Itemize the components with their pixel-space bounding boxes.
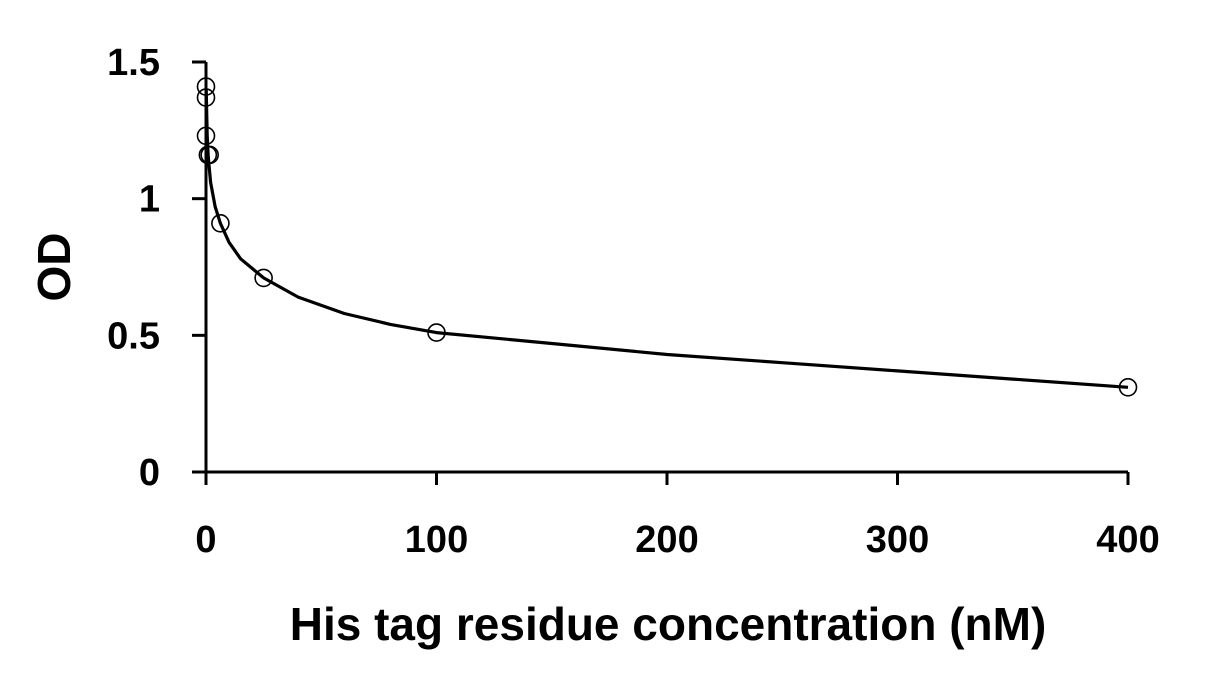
x-tick-label: 200 — [635, 519, 698, 561]
tick-labels: 0 0.5 1 1.5 0 100 200 300 400 — [107, 42, 1160, 561]
axes — [192, 60, 1130, 485]
data-point — [196, 126, 216, 146]
y-tick-label: 1.5 — [107, 42, 160, 84]
x-tick-label: 400 — [1096, 519, 1159, 561]
data-point — [196, 88, 216, 107]
data-points — [196, 77, 1138, 397]
x-tick-label: 100 — [405, 519, 468, 561]
y-axis-title: OD — [28, 233, 80, 302]
x-tick-label: 0 — [195, 519, 216, 561]
data-point — [211, 213, 230, 233]
fit-curve — [204, 89, 1129, 389]
x-tick-label: 300 — [866, 519, 929, 561]
data-point — [254, 268, 273, 288]
data-point — [1118, 377, 1138, 397]
data-point — [427, 323, 446, 342]
data-point — [196, 77, 216, 96]
x-axis-title: His tag residue concentration (nM) — [290, 598, 1047, 650]
fit-curve-layer — [204, 89, 1129, 389]
y-tick-label: 0.5 — [107, 315, 160, 357]
data-point — [200, 145, 219, 165]
y-tick-label: 1 — [139, 179, 160, 221]
y-tick-label: 0 — [139, 452, 160, 494]
